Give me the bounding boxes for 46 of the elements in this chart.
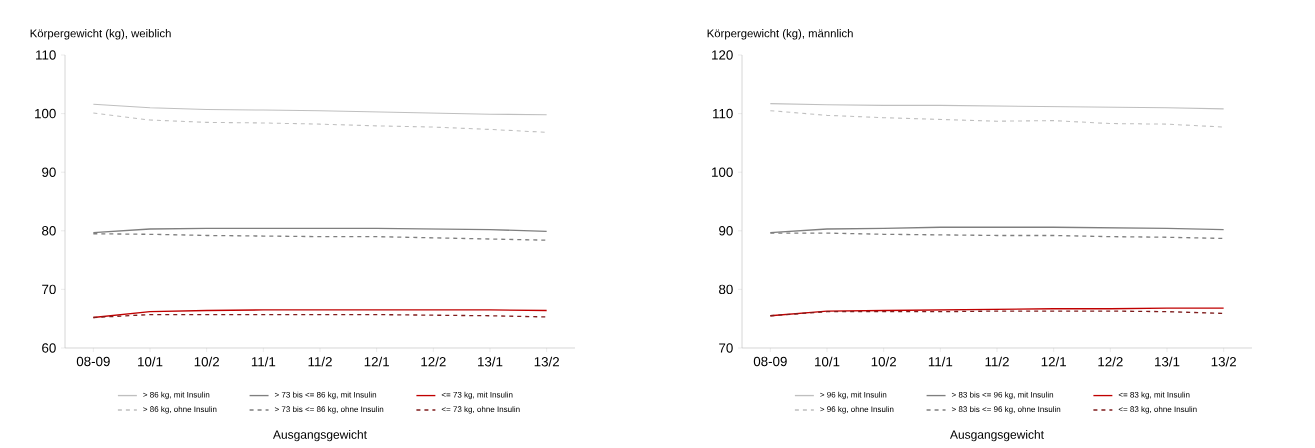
legend-label: > 83 bis <= 96 kg, mit Insulin (951, 391, 1054, 400)
y-tick-label: 110 (713, 108, 733, 119)
y-tick-label: 90 (719, 226, 733, 236)
x-tick-label: 11/1 (928, 356, 953, 367)
y-axis-title: Körpergewicht (kg), männlich (707, 29, 853, 40)
x-axis-title: Ausgangsgewicht (272, 430, 367, 442)
y-axis-title: Körpergewicht (kg), weiblich (30, 29, 171, 40)
x-tick-label: 10/1 (815, 356, 840, 367)
y-tick-label: 100 (35, 108, 56, 119)
legend-label: <= 73 kg, mit Insulin (441, 391, 513, 400)
x-tick-label: 08-09 (753, 356, 787, 367)
y-tick-label: 80 (719, 284, 733, 295)
legend-label: > 96 kg, ohne Insulin (820, 406, 894, 414)
y-tick-label: 110 (36, 50, 56, 60)
x-tick-label: 11/1 (251, 356, 276, 367)
y-tick-label: 60 (42, 343, 56, 353)
legend-label: > 73 bis <= 86 kg, ohne Insulin (274, 406, 384, 414)
x-tick-label: 12/1 (1041, 356, 1066, 367)
y-tick-label: 70 (719, 343, 733, 353)
x-tick-label: 11/2 (985, 356, 1009, 367)
y-tick-label: 70 (42, 284, 56, 295)
x-axis-title: Ausgangsgewicht (949, 430, 1044, 442)
y-tick-label: 80 (42, 226, 56, 236)
y-tick-label: 90 (42, 167, 56, 177)
legend-label: > 86 kg, mit Insulin (143, 391, 210, 400)
x-tick-label: 12/2 (421, 356, 446, 367)
legend-label: > 83 bis <= 96 kg, ohne Insulin (951, 406, 1061, 414)
legend-label: > 96 kg, mit Insulin (820, 391, 887, 400)
legend-label: > 86 kg, ohne Insulin (143, 406, 217, 414)
x-tick-label: 13/2 (1211, 356, 1236, 367)
x-tick-label: 08-09 (76, 356, 110, 367)
x-tick-label: 10/2 (194, 356, 219, 367)
x-tick-label: 10/1 (138, 356, 163, 367)
x-tick-label: 12/1 (364, 356, 389, 367)
y-tick-label: 100 (712, 167, 733, 177)
legend-label: > 73 bis <= 86 kg, mit Insulin (274, 391, 377, 400)
x-tick-label: 13/2 (534, 356, 559, 367)
x-tick-label: 13/1 (478, 356, 503, 367)
x-tick-label: 11/2 (308, 356, 332, 367)
x-tick-label: 12/2 (1098, 356, 1123, 367)
y-tick-label: 120 (712, 50, 733, 60)
x-tick-label: 13/1 (1155, 356, 1180, 367)
legend-label: <= 73 kg, ohne Insulin (441, 406, 520, 414)
legend-label: <= 83 kg, ohne Insulin (1118, 406, 1197, 414)
x-tick-label: 10/2 (871, 356, 896, 367)
legend-label: <= 83 kg, mit Insulin (1118, 391, 1190, 400)
